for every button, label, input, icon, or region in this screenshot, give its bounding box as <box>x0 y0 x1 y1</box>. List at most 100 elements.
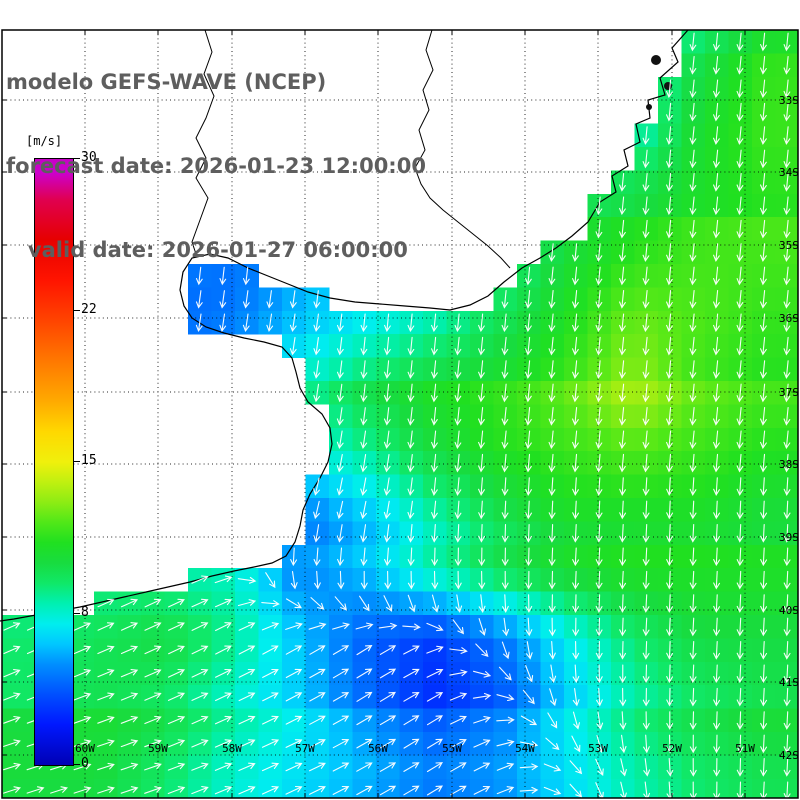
wind-arrow <box>666 313 673 333</box>
wind-arrow <box>431 407 438 426</box>
wind-arrow <box>619 219 626 239</box>
latitude-label: 37S <box>779 386 799 399</box>
wind-arrow <box>666 102 673 122</box>
wave-cell <box>70 778 95 798</box>
wind-arrow <box>403 645 420 655</box>
wind-arrow <box>619 430 626 450</box>
wind-arrow <box>450 762 467 772</box>
wind-arrow <box>3 645 21 655</box>
wind-arrow <box>426 715 443 726</box>
wind-arrow <box>336 407 344 426</box>
wind-arrow <box>242 266 250 286</box>
colorbar-tick-mark <box>74 613 80 614</box>
longitude-label: 53W <box>588 742 608 755</box>
wind-arrow <box>595 360 603 379</box>
latitude-label: 39S <box>779 531 799 544</box>
wind-arrow <box>572 407 579 426</box>
wind-arrow <box>619 547 627 567</box>
wind-arrow <box>360 570 368 590</box>
wind-arrow <box>595 570 603 590</box>
wind-arrow <box>666 79 673 99</box>
wind-arrow <box>360 500 367 520</box>
wind-arrow <box>285 785 303 795</box>
wind-arrow <box>383 500 391 520</box>
wind-arrow <box>191 645 209 655</box>
wind-arrow <box>309 692 326 702</box>
wind-arrow <box>525 430 532 450</box>
wind-arrow <box>713 56 720 75</box>
wind-arrow <box>548 477 556 496</box>
wind-arrow <box>313 524 321 543</box>
wind-arrow <box>713 336 720 356</box>
wind-arrow <box>543 786 562 795</box>
wind-arrow <box>120 739 139 748</box>
wave-cell <box>47 778 71 798</box>
wind-arrow <box>713 126 720 145</box>
wind-arrow <box>431 360 438 379</box>
wind-arrow <box>403 715 420 726</box>
wind-arrow <box>736 453 744 473</box>
wind-arrow <box>473 739 491 748</box>
wind-arrow <box>502 617 510 637</box>
wind-arrow <box>713 524 721 543</box>
wind-arrow <box>285 692 303 702</box>
wind-arrow <box>620 758 627 777</box>
wind-arrow <box>337 547 344 567</box>
wind-arrow <box>73 715 92 724</box>
wind-arrow <box>238 762 256 772</box>
wind-arrow <box>454 430 462 450</box>
wind-arrow <box>783 243 791 262</box>
wind-arrow <box>689 641 697 660</box>
wind-arrow <box>689 734 697 754</box>
wind-arrow <box>783 219 791 239</box>
wind-arrow <box>783 56 791 75</box>
wind-arrow <box>642 290 650 309</box>
wave-cell <box>141 778 165 798</box>
wind-arrow <box>666 547 674 567</box>
wind-arrow <box>73 786 92 794</box>
wind-arrow <box>689 243 697 262</box>
wind-arrow <box>783 383 791 403</box>
wind-arrow <box>572 641 580 660</box>
wind-arrow <box>336 430 344 450</box>
wind-arrow <box>73 645 92 655</box>
wind-arrow <box>501 313 509 333</box>
wind-arrow <box>666 243 673 262</box>
geography <box>0 29 689 622</box>
wind-arrow <box>407 313 415 333</box>
wind-arrow <box>666 758 674 777</box>
wind-arrow <box>689 664 697 684</box>
wind-arrow <box>713 196 720 216</box>
wind-arrow <box>736 243 744 262</box>
wind-arrow <box>242 290 250 309</box>
wind-arrow <box>501 430 509 450</box>
wind-arrow <box>713 641 721 660</box>
wind-arrow <box>619 570 627 590</box>
wind-arrow <box>360 313 368 333</box>
wind-arrow <box>215 668 232 678</box>
wind-arrow <box>332 739 350 749</box>
wind-arrow <box>595 383 603 403</box>
wind-arrow <box>760 32 767 52</box>
wind-arrow <box>666 734 674 754</box>
wind-arrow <box>238 622 256 631</box>
wind-arrow <box>760 664 768 684</box>
wind-arrow <box>496 786 515 795</box>
wind-arrow <box>525 570 533 590</box>
wind-arrow <box>642 594 650 613</box>
latitude-label: 41S <box>779 676 799 689</box>
coastal-lagoon <box>651 55 661 65</box>
wind-arrow <box>619 336 626 356</box>
wind-arrow <box>783 32 791 52</box>
wind-arrow <box>525 594 533 613</box>
wind-arrow <box>383 595 393 612</box>
wind-arrow <box>783 453 791 473</box>
wind-arrow <box>619 594 627 613</box>
wind-arrow <box>666 570 674 590</box>
wind-arrow <box>309 762 326 772</box>
wind-arrow <box>572 664 580 684</box>
wind-arrow <box>783 126 791 145</box>
wind-arrow <box>783 687 791 707</box>
wind-arrow <box>572 383 579 403</box>
wind-arrow <box>783 570 791 590</box>
